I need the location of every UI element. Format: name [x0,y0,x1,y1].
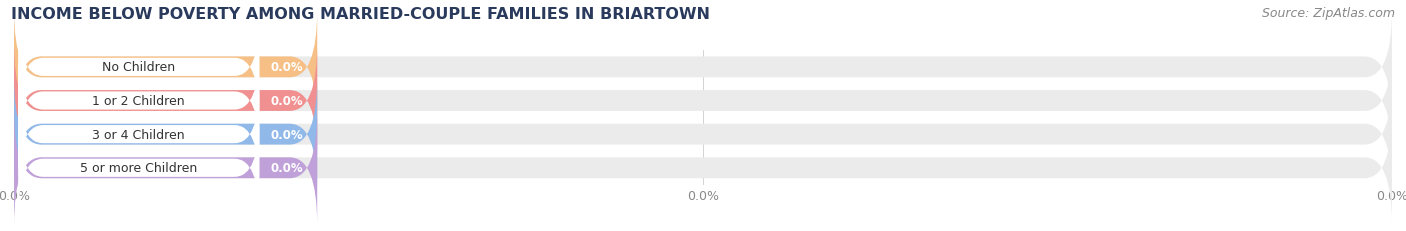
Text: 0.0%: 0.0% [270,61,304,74]
FancyBboxPatch shape [14,78,318,191]
FancyBboxPatch shape [14,44,318,158]
Text: 0.0%: 0.0% [270,161,304,175]
Text: 5 or more Children: 5 or more Children [80,161,197,175]
Text: 1 or 2 Children: 1 or 2 Children [93,94,186,108]
FancyBboxPatch shape [18,50,259,152]
FancyBboxPatch shape [14,44,1392,158]
Text: Source: ZipAtlas.com: Source: ZipAtlas.com [1261,7,1395,20]
FancyBboxPatch shape [14,11,1392,124]
FancyBboxPatch shape [14,78,1392,191]
Text: 3 or 4 Children: 3 or 4 Children [93,128,186,141]
FancyBboxPatch shape [18,16,259,119]
Text: No Children: No Children [103,61,176,74]
Text: 0.0%: 0.0% [270,128,304,141]
Text: 0.0%: 0.0% [270,94,304,108]
FancyBboxPatch shape [18,83,259,186]
Text: INCOME BELOW POVERTY AMONG MARRIED-COUPLE FAMILIES IN BRIARTOWN: INCOME BELOW POVERTY AMONG MARRIED-COUPL… [11,7,710,22]
FancyBboxPatch shape [14,111,318,225]
FancyBboxPatch shape [18,117,259,219]
FancyBboxPatch shape [14,111,1392,225]
FancyBboxPatch shape [14,11,318,124]
